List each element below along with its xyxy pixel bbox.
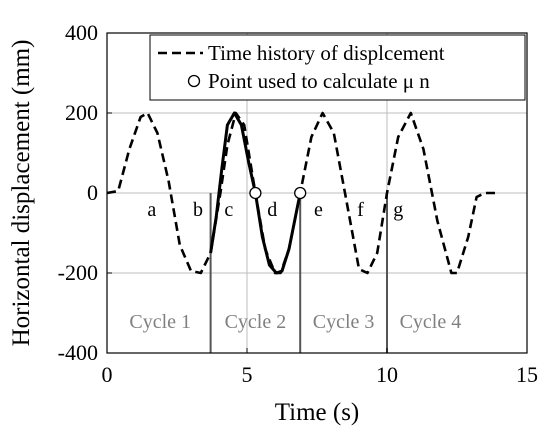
x-tick-label: 10 xyxy=(376,362,398,387)
point-label-g: g xyxy=(393,199,403,221)
x-axis-title: Time (s) xyxy=(275,399,360,426)
cycle-label-1: Cycle 1 xyxy=(129,311,191,333)
point-label-d: d xyxy=(267,199,277,221)
point-label-a: a xyxy=(147,199,156,221)
cycle-label-4: Cycle 4 xyxy=(400,311,462,333)
cycle-label-3: Cycle 3 xyxy=(313,311,375,333)
legend-label-displacement: Time history of displcement xyxy=(208,41,445,65)
y-tick-label: -200 xyxy=(58,260,98,285)
y-axis-title: Horizontal displacement (mm) xyxy=(8,40,35,347)
y-tick-label: 200 xyxy=(65,100,98,125)
y-tick-label: 400 xyxy=(65,20,98,45)
cycle-label-2: Cycle 2 xyxy=(225,311,287,333)
point-label-e: e xyxy=(314,199,323,221)
y-tick-label: -400 xyxy=(58,340,98,365)
legend-label-point: Point used to calculate μ n xyxy=(208,69,430,93)
x-tick-label: 0 xyxy=(102,362,113,387)
x-tick-label: 15 xyxy=(516,362,538,387)
mu-n-point-marker xyxy=(294,186,307,200)
legend-marker-sample xyxy=(187,74,201,88)
y-tick-label: 0 xyxy=(87,180,98,205)
mu-n-point-marker xyxy=(249,186,262,200)
x-tick-label: 5 xyxy=(242,362,253,387)
point-label-c: c xyxy=(224,199,233,221)
point-label-b: b xyxy=(193,199,203,221)
point-label-f: f xyxy=(357,199,364,221)
legend-box xyxy=(149,34,526,101)
